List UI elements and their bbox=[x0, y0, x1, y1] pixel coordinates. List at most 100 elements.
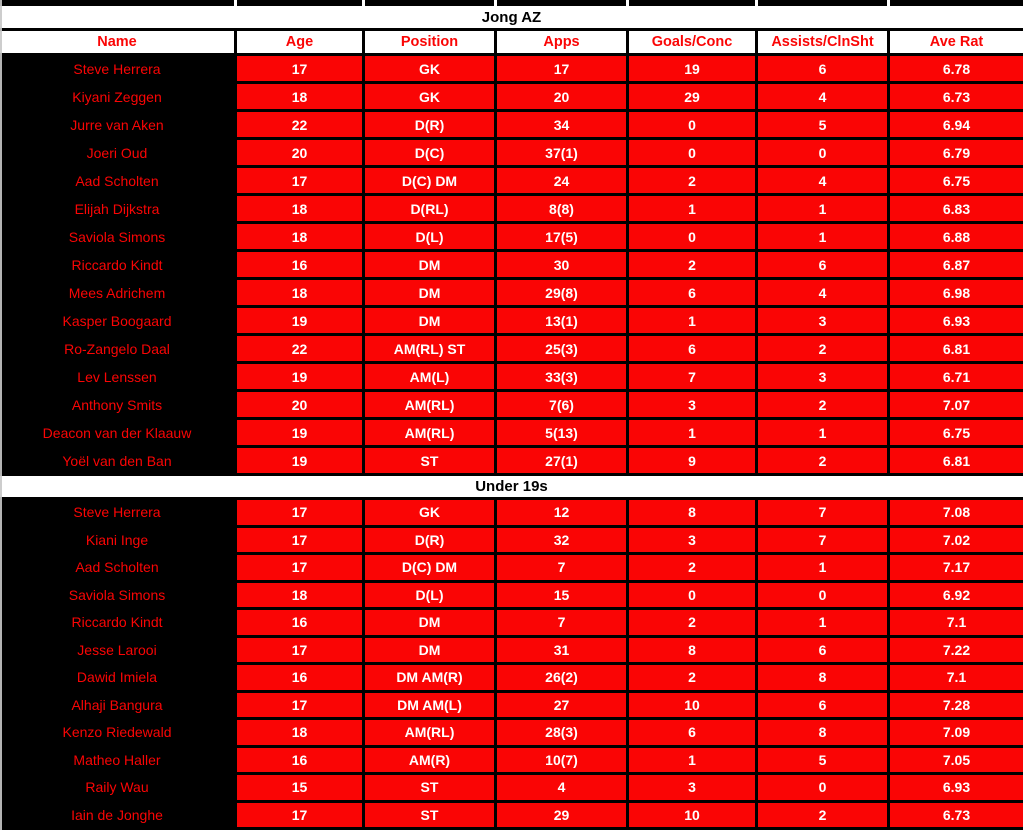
goals-conceded-cell[interactable]: 19 bbox=[629, 56, 758, 81]
average-rating-cell[interactable]: 7.08 bbox=[890, 500, 1023, 525]
age-cell[interactable]: 19 bbox=[237, 308, 365, 333]
player-name-cell[interactable]: Kiyani Zeggen bbox=[0, 84, 237, 109]
assists-cleansheets-cell[interactable]: 1 bbox=[758, 610, 890, 635]
average-rating-cell[interactable]: 7.09 bbox=[890, 720, 1023, 745]
goals-conceded-cell[interactable]: 1 bbox=[629, 196, 758, 221]
average-rating-cell[interactable]: 6.83 bbox=[890, 196, 1023, 221]
age-cell[interactable]: 20 bbox=[237, 140, 365, 165]
average-rating-cell[interactable]: 6.81 bbox=[890, 448, 1023, 473]
apps-cell[interactable]: 12 bbox=[497, 500, 629, 525]
age-cell[interactable]: 16 bbox=[237, 252, 365, 277]
column-header[interactable]: Ave Rat bbox=[890, 31, 1023, 53]
position-cell[interactable]: D(R) bbox=[365, 527, 497, 552]
position-cell[interactable]: AM(RL) bbox=[365, 720, 497, 745]
average-rating-cell[interactable]: 7.1 bbox=[890, 665, 1023, 690]
age-cell[interactable]: 15 bbox=[237, 775, 365, 800]
goals-conceded-cell[interactable]: 9 bbox=[629, 448, 758, 473]
assists-cleansheets-cell[interactable]: 4 bbox=[758, 280, 890, 305]
player-name-cell[interactable]: Anthony Smits bbox=[0, 392, 237, 417]
assists-cleansheets-cell[interactable]: 4 bbox=[758, 168, 890, 193]
position-cell[interactable]: AM(RL) ST bbox=[365, 336, 497, 361]
player-name-cell[interactable]: Alhaji Bangura bbox=[0, 692, 237, 717]
position-cell[interactable]: GK bbox=[365, 84, 497, 109]
player-name-cell[interactable]: Matheo Haller bbox=[0, 747, 237, 772]
goals-conceded-cell[interactable]: 1 bbox=[629, 420, 758, 445]
player-name-cell[interactable]: Mees Adrichem bbox=[0, 280, 237, 305]
goals-conceded-cell[interactable]: 0 bbox=[629, 582, 758, 607]
average-rating-cell[interactable]: 6.93 bbox=[890, 308, 1023, 333]
average-rating-cell[interactable]: 6.81 bbox=[890, 336, 1023, 361]
assists-cleansheets-cell[interactable]: 2 bbox=[758, 802, 890, 827]
assists-cleansheets-cell[interactable]: 6 bbox=[758, 637, 890, 662]
assists-cleansheets-cell[interactable]: 5 bbox=[758, 112, 890, 137]
goals-conceded-cell[interactable]: 0 bbox=[629, 140, 758, 165]
assists-cleansheets-cell[interactable]: 7 bbox=[758, 500, 890, 525]
apps-cell[interactable]: 37(1) bbox=[497, 140, 629, 165]
position-cell[interactable]: AM(R) bbox=[365, 747, 497, 772]
assists-cleansheets-cell[interactable]: 1 bbox=[758, 224, 890, 249]
assists-cleansheets-cell[interactable]: 7 bbox=[758, 527, 890, 552]
apps-cell[interactable]: 10(7) bbox=[497, 747, 629, 772]
player-name-cell[interactable]: Kasper Boogaard bbox=[0, 308, 237, 333]
apps-cell[interactable]: 29(8) bbox=[497, 280, 629, 305]
position-cell[interactable]: AM(L) bbox=[365, 364, 497, 389]
apps-cell[interactable]: 7(6) bbox=[497, 392, 629, 417]
goals-conceded-cell[interactable]: 3 bbox=[629, 392, 758, 417]
player-name-cell[interactable]: Elijah Dijkstra bbox=[0, 196, 237, 221]
average-rating-cell[interactable]: 6.71 bbox=[890, 364, 1023, 389]
age-cell[interactable]: 17 bbox=[237, 56, 365, 81]
apps-cell[interactable]: 15 bbox=[497, 582, 629, 607]
age-cell[interactable]: 17 bbox=[237, 637, 365, 662]
assists-cleansheets-cell[interactable]: 2 bbox=[758, 448, 890, 473]
assists-cleansheets-cell[interactable]: 3 bbox=[758, 308, 890, 333]
player-name-cell[interactable]: Deacon van der Klaauw bbox=[0, 420, 237, 445]
age-cell[interactable]: 17 bbox=[237, 500, 365, 525]
player-name-cell[interactable]: Joeri Oud bbox=[0, 140, 237, 165]
average-rating-cell[interactable]: 7.07 bbox=[890, 392, 1023, 417]
apps-cell[interactable]: 33(3) bbox=[497, 364, 629, 389]
age-cell[interactable]: 17 bbox=[237, 692, 365, 717]
apps-cell[interactable]: 7 bbox=[497, 555, 629, 580]
assists-cleansheets-cell[interactable]: 1 bbox=[758, 420, 890, 445]
apps-cell[interactable]: 24 bbox=[497, 168, 629, 193]
age-cell[interactable]: 17 bbox=[237, 168, 365, 193]
goals-conceded-cell[interactable]: 2 bbox=[629, 168, 758, 193]
average-rating-cell[interactable]: 6.73 bbox=[890, 84, 1023, 109]
age-cell[interactable]: 22 bbox=[237, 336, 365, 361]
goals-conceded-cell[interactable]: 0 bbox=[629, 112, 758, 137]
goals-conceded-cell[interactable]: 3 bbox=[629, 527, 758, 552]
goals-conceded-cell[interactable]: 1 bbox=[629, 747, 758, 772]
player-name-cell[interactable]: Jurre van Aken bbox=[0, 112, 237, 137]
age-cell[interactable]: 16 bbox=[237, 747, 365, 772]
assists-cleansheets-cell[interactable]: 0 bbox=[758, 775, 890, 800]
goals-conceded-cell[interactable]: 10 bbox=[629, 802, 758, 827]
player-name-cell[interactable]: Aad Scholten bbox=[0, 555, 237, 580]
assists-cleansheets-cell[interactable]: 6 bbox=[758, 56, 890, 81]
player-name-cell[interactable]: Yoël van den Ban bbox=[0, 448, 237, 473]
player-name-cell[interactable]: Saviola Simons bbox=[0, 224, 237, 249]
player-name-cell[interactable]: Kiani Inge bbox=[0, 527, 237, 552]
average-rating-cell[interactable]: 6.87 bbox=[890, 252, 1023, 277]
average-rating-cell[interactable]: 6.92 bbox=[890, 582, 1023, 607]
age-cell[interactable]: 17 bbox=[237, 555, 365, 580]
age-cell[interactable]: 19 bbox=[237, 448, 365, 473]
assists-cleansheets-cell[interactable]: 6 bbox=[758, 252, 890, 277]
position-cell[interactable]: DM bbox=[365, 637, 497, 662]
apps-cell[interactable]: 5(13) bbox=[497, 420, 629, 445]
assists-cleansheets-cell[interactable]: 0 bbox=[758, 140, 890, 165]
column-header[interactable]: Name bbox=[0, 31, 237, 53]
apps-cell[interactable]: 27(1) bbox=[497, 448, 629, 473]
age-cell[interactable]: 17 bbox=[237, 527, 365, 552]
average-rating-cell[interactable]: 7.22 bbox=[890, 637, 1023, 662]
age-cell[interactable]: 16 bbox=[237, 665, 365, 690]
position-cell[interactable]: AM(RL) bbox=[365, 420, 497, 445]
goals-conceded-cell[interactable]: 6 bbox=[629, 280, 758, 305]
position-cell[interactable]: AM(RL) bbox=[365, 392, 497, 417]
position-cell[interactable]: DM bbox=[365, 252, 497, 277]
assists-cleansheets-cell[interactable]: 2 bbox=[758, 336, 890, 361]
goals-conceded-cell[interactable]: 10 bbox=[629, 692, 758, 717]
position-cell[interactable]: GK bbox=[365, 500, 497, 525]
age-cell[interactable]: 18 bbox=[237, 84, 365, 109]
average-rating-cell[interactable]: 6.93 bbox=[890, 775, 1023, 800]
apps-cell[interactable]: 13(1) bbox=[497, 308, 629, 333]
